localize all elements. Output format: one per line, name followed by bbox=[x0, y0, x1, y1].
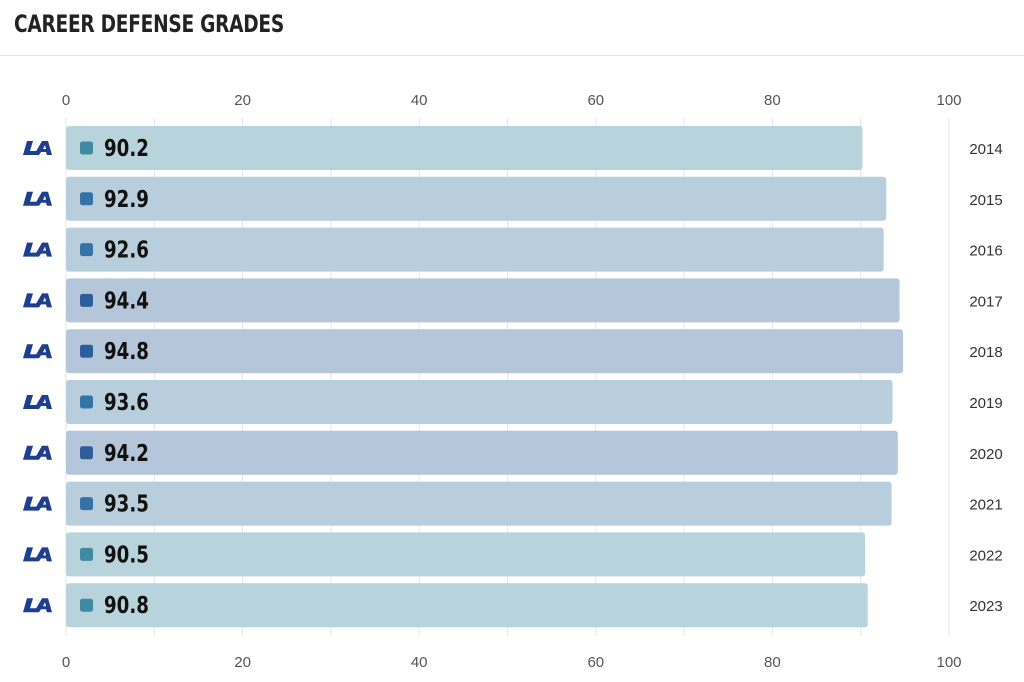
chart-title: CAREER DEFENSE GRADES bbox=[14, 10, 284, 38]
bar-value-label: 94.2 bbox=[104, 441, 149, 468]
bar bbox=[66, 380, 893, 424]
year-label: 2023 bbox=[969, 598, 1002, 615]
bar-row: 92.9 2015 bbox=[23, 176, 1003, 221]
bar bbox=[66, 278, 900, 323]
year-label: 2014 bbox=[969, 141, 1002, 158]
grade-marker bbox=[80, 497, 93, 511]
rams-la-logo-icon bbox=[23, 291, 52, 310]
bar bbox=[66, 227, 884, 272]
grade-marker bbox=[80, 395, 93, 409]
bar-value-label: 93.5 bbox=[104, 491, 149, 518]
bar-row: 92.6 2016 bbox=[23, 227, 1003, 272]
bar bbox=[66, 430, 898, 475]
x-tick-label-bottom: 80 bbox=[764, 654, 781, 671]
grade-marker bbox=[80, 293, 93, 307]
bar-value-label: 94.4 bbox=[104, 288, 149, 315]
rams-la-logo-icon bbox=[23, 240, 52, 259]
bar-value-label: 93.6 bbox=[104, 390, 149, 417]
x-tick-label-top: 60 bbox=[587, 92, 604, 109]
bar-value-label: 92.9 bbox=[104, 187, 149, 214]
rams-la-logo-icon bbox=[23, 189, 52, 208]
year-label: 2016 bbox=[969, 243, 1002, 260]
x-tick-label-top: 0 bbox=[62, 92, 70, 109]
x-axis-top: 0 20 40 60 80 100 bbox=[62, 92, 962, 109]
x-tick-label-bottom: 100 bbox=[936, 654, 961, 671]
chart-header: CAREER DEFENSE GRADES bbox=[0, 0, 1024, 56]
rams-la-logo-icon bbox=[23, 139, 52, 157]
bar-value-label: 90.2 bbox=[104, 136, 149, 163]
grade-marker bbox=[80, 141, 93, 155]
bar bbox=[66, 583, 868, 628]
bar bbox=[66, 176, 887, 221]
bar-row: 94.2 2020 bbox=[23, 430, 1003, 475]
grade-marker bbox=[80, 243, 93, 257]
rams-la-logo-icon bbox=[23, 342, 52, 361]
year-label: 2020 bbox=[969, 446, 1002, 463]
bar-row: 93.5 2021 bbox=[23, 481, 1003, 526]
x-tick-label-top: 20 bbox=[234, 92, 251, 109]
x-tick-label-top: 100 bbox=[936, 92, 961, 109]
rams-la-logo-icon bbox=[23, 596, 52, 615]
x-tick-label-bottom: 20 bbox=[234, 654, 251, 671]
year-label: 2021 bbox=[969, 497, 1002, 514]
bar-rows: 90.2 2014 92.9 2015 92.6 2016 94.4 2017 94.8 2018… bbox=[23, 126, 1003, 628]
x-tick-label-top: 40 bbox=[411, 92, 428, 109]
bar bbox=[66, 532, 866, 577]
bar-row: 90.8 2023 bbox=[23, 583, 1003, 628]
year-label: 2019 bbox=[969, 395, 1002, 412]
bar-value-label: 92.6 bbox=[104, 237, 149, 264]
bar-row: 94.8 2018 bbox=[23, 329, 1003, 374]
bar-value-label: 90.8 bbox=[104, 593, 149, 620]
grade-marker bbox=[80, 192, 93, 206]
grade-marker bbox=[80, 344, 93, 358]
bar-value-label: 94.8 bbox=[104, 339, 149, 366]
rams-la-logo-icon bbox=[23, 545, 52, 564]
bar bbox=[66, 329, 904, 374]
x-tick-label-bottom: 0 bbox=[62, 654, 70, 671]
bar bbox=[66, 481, 892, 526]
bar bbox=[66, 126, 863, 170]
bar-row: 93.6 2019 bbox=[23, 380, 1003, 424]
year-label: 2017 bbox=[969, 293, 1002, 310]
bar-row: 90.5 2022 bbox=[23, 532, 1003, 577]
x-tick-label-bottom: 40 bbox=[411, 654, 428, 671]
x-axis-bottom: 0 20 40 60 80 100 bbox=[62, 654, 962, 671]
grade-marker bbox=[80, 598, 93, 612]
defense-grades-chart: 0 20 40 60 80 100 0 20 40 60 80 100 90.2 2014 92.9 20… bbox=[23, 92, 1003, 671]
year-label: 2018 bbox=[969, 344, 1002, 361]
x-tick-label-bottom: 60 bbox=[587, 654, 604, 671]
year-label: 2022 bbox=[969, 547, 1002, 564]
year-label: 2015 bbox=[969, 192, 1002, 209]
grade-marker bbox=[80, 446, 93, 460]
grade-marker bbox=[80, 547, 93, 561]
rams-la-logo-icon bbox=[23, 393, 52, 411]
bar-row: 90.2 2014 bbox=[23, 126, 1003, 170]
bar-row: 94.4 2017 bbox=[23, 278, 1003, 323]
rams-la-logo-icon bbox=[23, 443, 52, 462]
rams-la-logo-icon bbox=[23, 494, 52, 513]
x-tick-label-top: 80 bbox=[764, 92, 781, 109]
bar-value-label: 90.5 bbox=[104, 542, 149, 569]
